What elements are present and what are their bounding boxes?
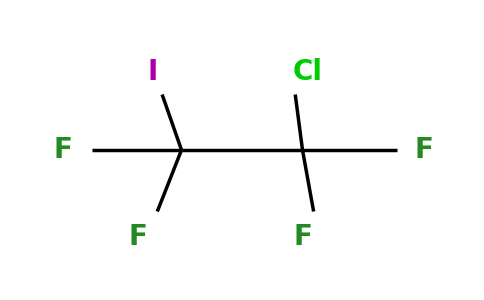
Text: Cl: Cl <box>292 58 322 86</box>
Text: F: F <box>129 223 147 251</box>
Text: F: F <box>414 136 433 164</box>
Text: F: F <box>293 223 312 251</box>
Text: I: I <box>147 58 158 86</box>
Text: F: F <box>54 136 72 164</box>
